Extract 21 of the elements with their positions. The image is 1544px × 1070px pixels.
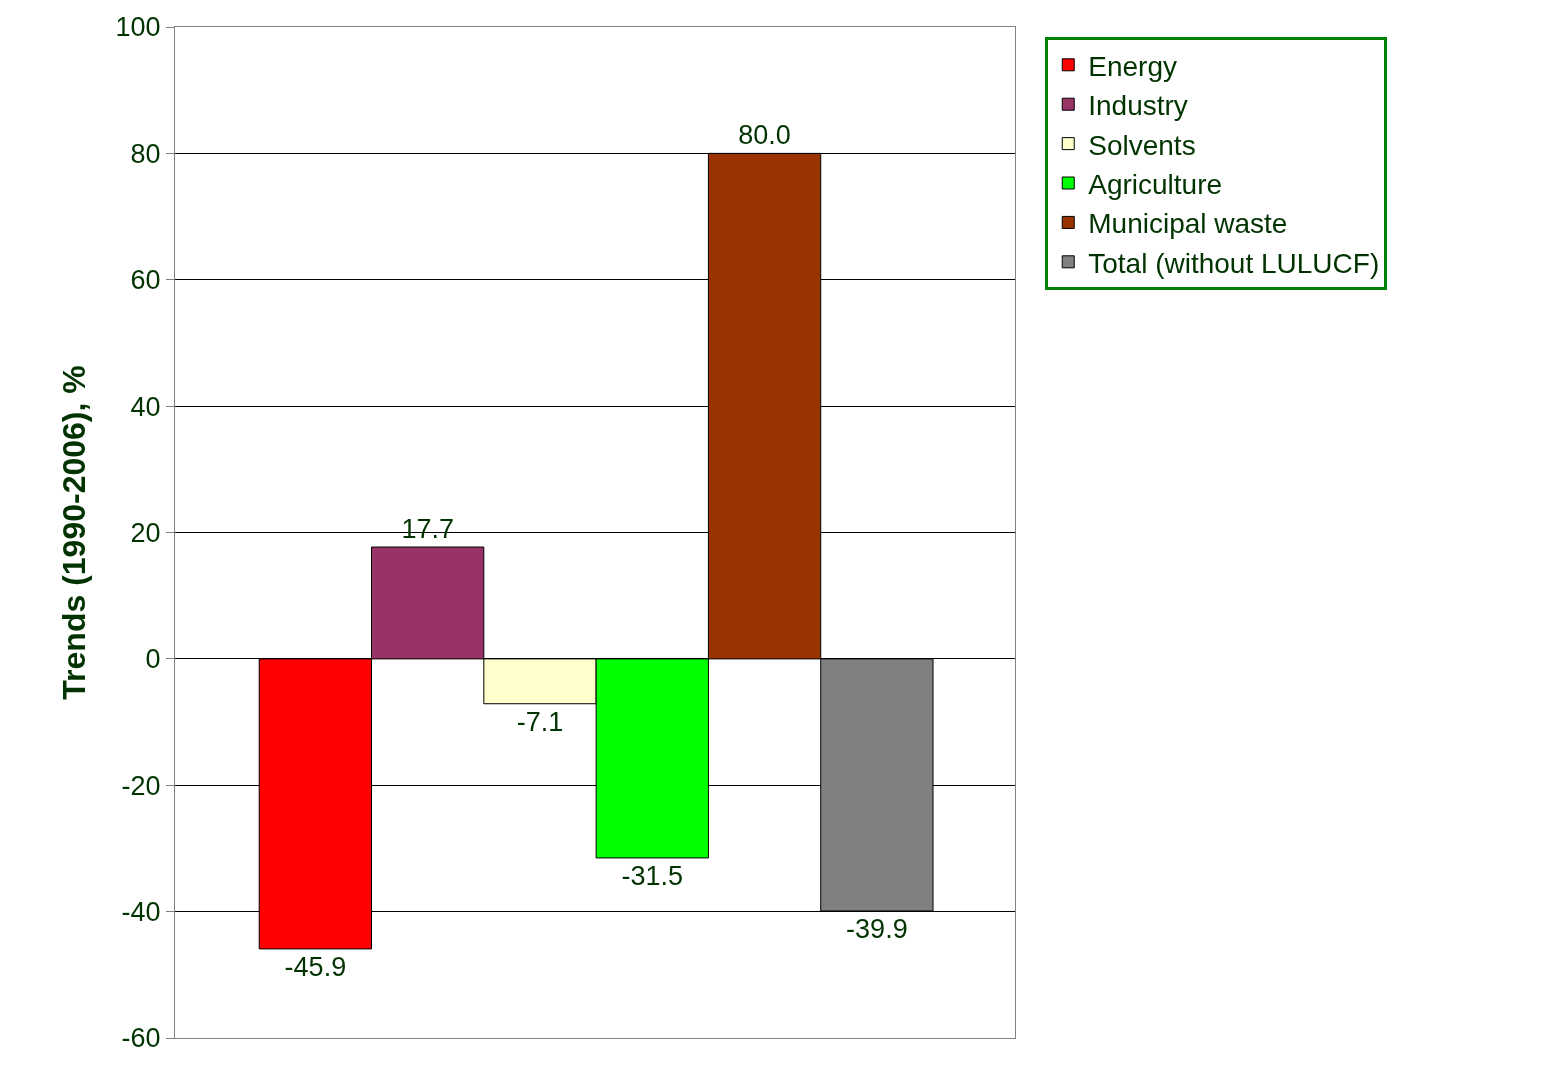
y-tick-label: 40 [130,391,161,422]
legend-label: Total (without LULUCF) [1088,247,1380,279]
legend-label: Municipal waste [1088,208,1288,240]
data-label: -7.1 [516,706,564,737]
legend-label: Industry [1088,90,1188,122]
y-tick-label: 20 [130,517,161,548]
y-tick-label: 60 [130,265,161,296]
data-label: -45.9 [284,951,347,982]
y-tick-label: -60 [121,1023,161,1054]
data-label: -39.9 [846,913,908,944]
data-label: 80.0 [738,120,791,151]
y-axis-title: Trends (1990-2006), % [55,365,92,700]
y-tick-label: 0 [145,644,161,675]
legend-label: Solvents [1088,129,1196,161]
y-tick-label: -20 [121,770,161,801]
y-tick-label: 100 [115,12,161,43]
data-label: -31.5 [621,860,684,891]
y-tick-label: -40 [121,897,161,928]
y-tick-label: 80 [130,138,161,169]
legend-label: Energy [1088,50,1177,82]
legend-label: Agriculture [1088,168,1223,200]
